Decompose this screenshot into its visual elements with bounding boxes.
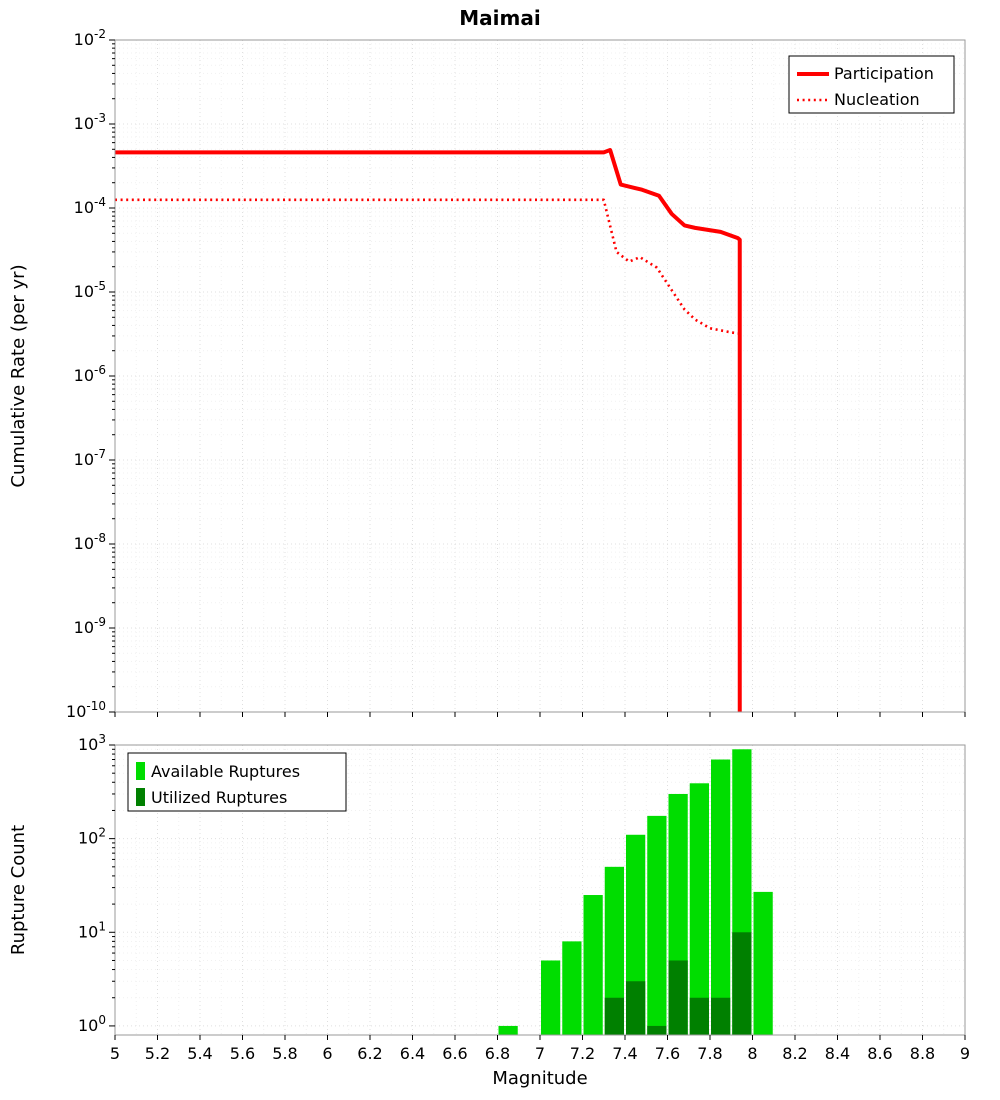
y-tick-label: 10-10: [66, 699, 106, 721]
rate-legend: Participation Nucleation: [788, 55, 955, 114]
y-tick-label: 10-4: [74, 195, 106, 217]
rate-chart: 10-2 10-3 10-4 10-5 10-6 10-7 10-8 10-9 10-10 Par…: [66, 27, 966, 721]
x-tick-label: 7.8: [697, 1044, 722, 1063]
available-bar: [562, 941, 582, 1035]
y-tick-label: 10-8: [74, 531, 106, 553]
legend-box: [127, 752, 347, 812]
utilized-bar: [626, 981, 646, 1035]
utilized-bar: [668, 960, 688, 1035]
magnitude-axis-label: Magnitude: [492, 1068, 587, 1089]
participation-line: [115, 148, 742, 712]
utilized-bar: [732, 932, 752, 1035]
y-tick-label: 103: [78, 732, 106, 754]
available-bar: [711, 759, 731, 1035]
available-bar: [498, 1025, 518, 1035]
y-tick-label: 102: [78, 826, 106, 848]
x-tick-label: 6.2: [357, 1044, 382, 1063]
legend-swatch-icon: [136, 788, 145, 806]
count-legend: Available Ruptures Utilized Ruptures: [127, 752, 347, 812]
x-tick-label: 7.2: [570, 1044, 595, 1063]
x-tick-label: 6.8: [485, 1044, 510, 1063]
utilized-bar: [689, 997, 709, 1035]
x-tick-label: 8.8: [910, 1044, 935, 1063]
rupture-count-chart: 5 5.2 5.4 5.6 5.8 6 6.2 6.4 6.6 6.8 7 7.2 7.4 7.6 7.8 8…: [78, 732, 970, 1063]
y-tick-label: 10-7: [74, 447, 106, 469]
legend-label: Participation: [834, 64, 934, 83]
x-tick-label: 7.6: [655, 1044, 680, 1063]
utilized-bar: [604, 997, 624, 1035]
x-tick-label: 8: [747, 1044, 757, 1063]
legend-label: Available Ruptures: [151, 762, 300, 781]
x-tick-label: 8.2: [782, 1044, 807, 1063]
x-tick-label: 9: [960, 1044, 970, 1063]
nucleation-line: [115, 198, 742, 712]
x-tick-label: 6.6: [442, 1044, 467, 1063]
rate-axis-label: Cumulative Rate (per yr): [8, 264, 29, 487]
count-axis-label: Rupture Count: [8, 825, 29, 955]
utilized-bar: [647, 1025, 667, 1035]
x-tick-label: 5.2: [145, 1044, 170, 1063]
legend-swatch-icon: [136, 762, 145, 780]
x-tick-label: 8.6: [867, 1044, 892, 1063]
legend-box: [788, 55, 955, 114]
available-bar: [583, 895, 603, 1035]
utilized-bar: [711, 997, 731, 1035]
x-tick-label: 7: [535, 1044, 545, 1063]
available-bar: [604, 866, 624, 1035]
page-title: Maimai: [459, 6, 540, 30]
available-bar: [541, 960, 561, 1035]
x-tick-label: 5.6: [230, 1044, 255, 1063]
x-tick-label: 5.4: [187, 1044, 212, 1063]
y-tick-label: 10-5: [74, 279, 106, 301]
y-tick-label: 10-3: [74, 111, 106, 133]
available-bar: [647, 815, 667, 1035]
y-tick-label: 101: [78, 919, 106, 941]
available-bar: [689, 783, 709, 1035]
utilized-bars: [604, 932, 752, 1035]
y-tick-label: 100: [78, 1013, 106, 1035]
x-tick-label: 5: [110, 1044, 120, 1063]
x-tick-label: 6.4: [400, 1044, 425, 1063]
x-tick-label: 8.4: [825, 1044, 850, 1063]
y-tick-label: 10-2: [74, 27, 106, 49]
x-tick-label: 7.4: [612, 1044, 637, 1063]
legend-label: Nucleation: [834, 90, 920, 109]
y-tick-label: 10-6: [74, 363, 106, 385]
legend-label: Utilized Ruptures: [151, 788, 287, 807]
x-tick-label: 5.8: [272, 1044, 297, 1063]
available-bar: [753, 891, 773, 1035]
x-tick-label: 6: [322, 1044, 332, 1063]
y-tick-label: 10-9: [74, 615, 106, 637]
